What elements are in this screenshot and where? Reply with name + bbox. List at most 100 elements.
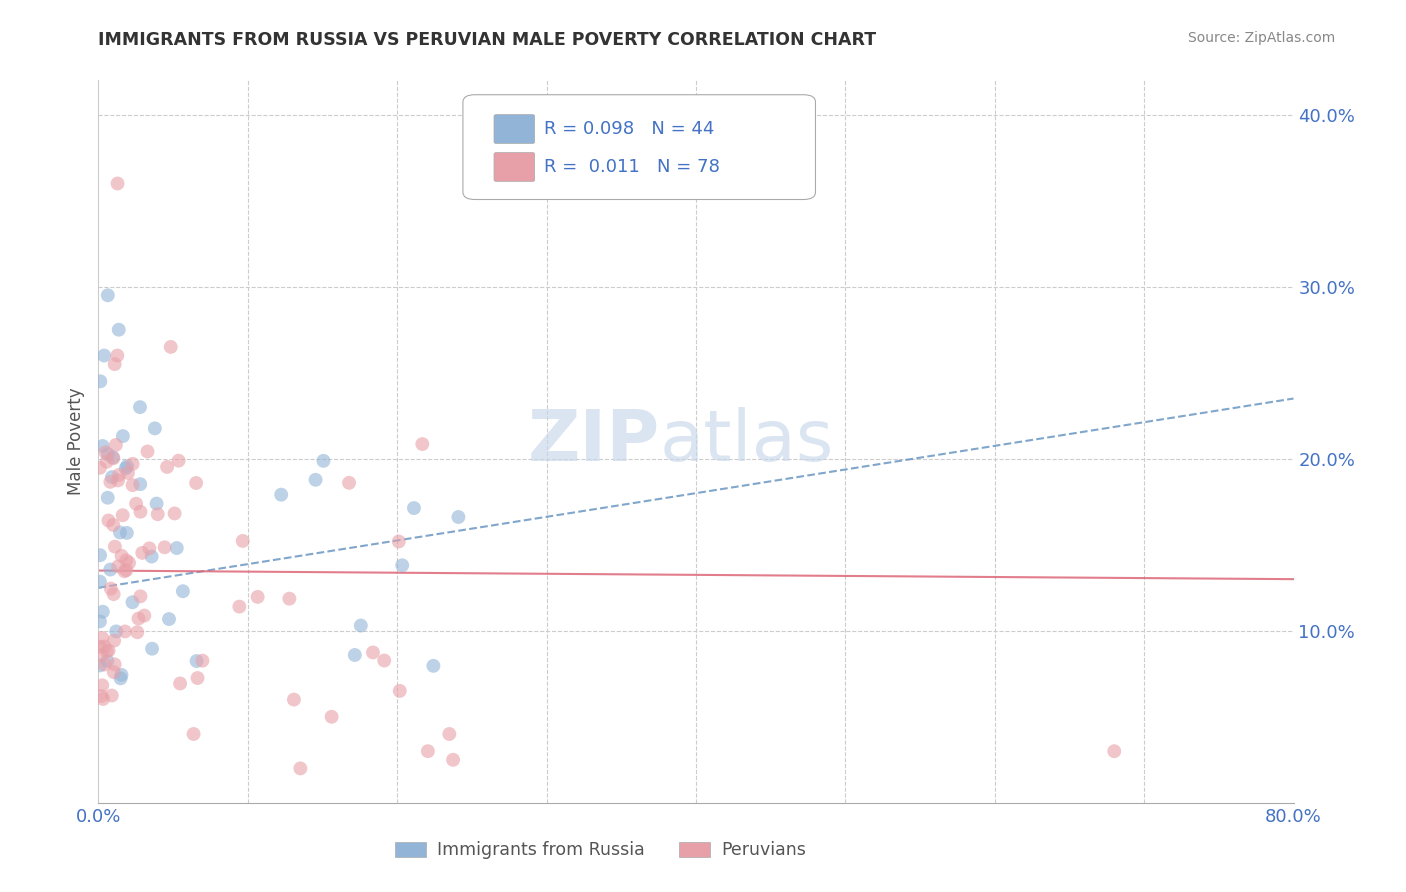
Point xyxy=(361,645,384,659)
Point xyxy=(312,454,335,468)
Point xyxy=(103,517,125,532)
Point xyxy=(115,563,138,577)
Point xyxy=(172,584,194,599)
Point xyxy=(232,533,254,548)
Point xyxy=(91,439,114,453)
Point xyxy=(114,564,136,578)
Point xyxy=(105,624,128,639)
Text: Source: ZipAtlas.com: Source: ZipAtlas.com xyxy=(1188,31,1336,45)
Point xyxy=(90,648,112,663)
Point xyxy=(97,514,120,528)
Point xyxy=(1104,744,1126,758)
Point xyxy=(129,505,152,519)
Point xyxy=(411,437,433,451)
Point xyxy=(103,633,125,648)
Point xyxy=(91,692,114,706)
Point xyxy=(110,668,132,682)
Point xyxy=(159,340,181,354)
Point xyxy=(115,553,138,567)
Point xyxy=(416,744,439,758)
FancyBboxPatch shape xyxy=(463,95,815,200)
Point xyxy=(121,478,143,492)
Point xyxy=(89,658,111,673)
Point xyxy=(186,671,208,685)
Point xyxy=(166,541,188,555)
Point xyxy=(121,595,143,609)
Point xyxy=(89,375,111,389)
FancyBboxPatch shape xyxy=(494,114,534,144)
Point xyxy=(104,657,127,672)
Point xyxy=(98,475,121,489)
Point xyxy=(91,605,114,619)
Point xyxy=(117,466,139,480)
Point xyxy=(101,470,124,484)
Point xyxy=(111,508,134,523)
Point xyxy=(89,574,111,589)
Point xyxy=(125,497,148,511)
Point xyxy=(91,678,114,692)
Point xyxy=(93,349,115,363)
Point xyxy=(283,692,305,706)
Point xyxy=(304,473,326,487)
Point xyxy=(350,618,373,632)
Point xyxy=(101,450,124,465)
Point xyxy=(163,507,186,521)
Point xyxy=(246,590,269,604)
Point xyxy=(111,429,134,443)
Point xyxy=(115,459,138,474)
Point xyxy=(270,488,292,502)
Point xyxy=(184,475,207,490)
Text: atlas: atlas xyxy=(661,407,835,476)
Point xyxy=(343,648,366,662)
Point xyxy=(107,559,129,574)
Point xyxy=(110,549,132,563)
Point xyxy=(183,727,205,741)
Point xyxy=(388,684,411,698)
Point xyxy=(110,671,132,685)
Point xyxy=(186,654,208,668)
Point xyxy=(90,689,112,703)
Point xyxy=(96,455,118,469)
Point xyxy=(447,510,470,524)
Point xyxy=(89,460,111,475)
Point xyxy=(128,611,150,625)
Point xyxy=(153,541,176,555)
Point xyxy=(141,641,163,656)
Point xyxy=(337,475,360,490)
Point xyxy=(131,546,153,560)
Point xyxy=(97,491,120,505)
Point xyxy=(94,445,117,459)
Point xyxy=(100,582,122,596)
Point xyxy=(169,676,191,690)
Point xyxy=(108,467,131,482)
Point xyxy=(97,643,120,657)
Point xyxy=(145,497,167,511)
Point xyxy=(89,548,111,562)
Point xyxy=(97,447,120,461)
Point xyxy=(121,457,143,471)
Point xyxy=(129,400,152,414)
Point xyxy=(105,349,128,363)
Point xyxy=(136,444,159,458)
Point xyxy=(107,177,129,191)
Point xyxy=(321,710,343,724)
Point xyxy=(388,534,411,549)
Point xyxy=(422,658,444,673)
Text: ZIP: ZIP xyxy=(527,407,661,476)
Point xyxy=(107,323,129,337)
Point xyxy=(89,615,111,629)
Legend: Immigrants from Russia, Peruvians: Immigrants from Russia, Peruvians xyxy=(388,835,813,866)
Point xyxy=(228,599,250,614)
Point xyxy=(89,640,111,654)
Point xyxy=(114,624,136,639)
Point xyxy=(97,288,120,302)
Point xyxy=(143,421,166,435)
Text: R =  0.011   N = 78: R = 0.011 N = 78 xyxy=(544,158,720,176)
Point xyxy=(402,501,425,516)
Point xyxy=(96,644,118,658)
Point xyxy=(134,608,156,623)
Point xyxy=(129,477,152,491)
Point xyxy=(278,591,301,606)
Point xyxy=(115,525,138,540)
Point xyxy=(129,590,152,604)
